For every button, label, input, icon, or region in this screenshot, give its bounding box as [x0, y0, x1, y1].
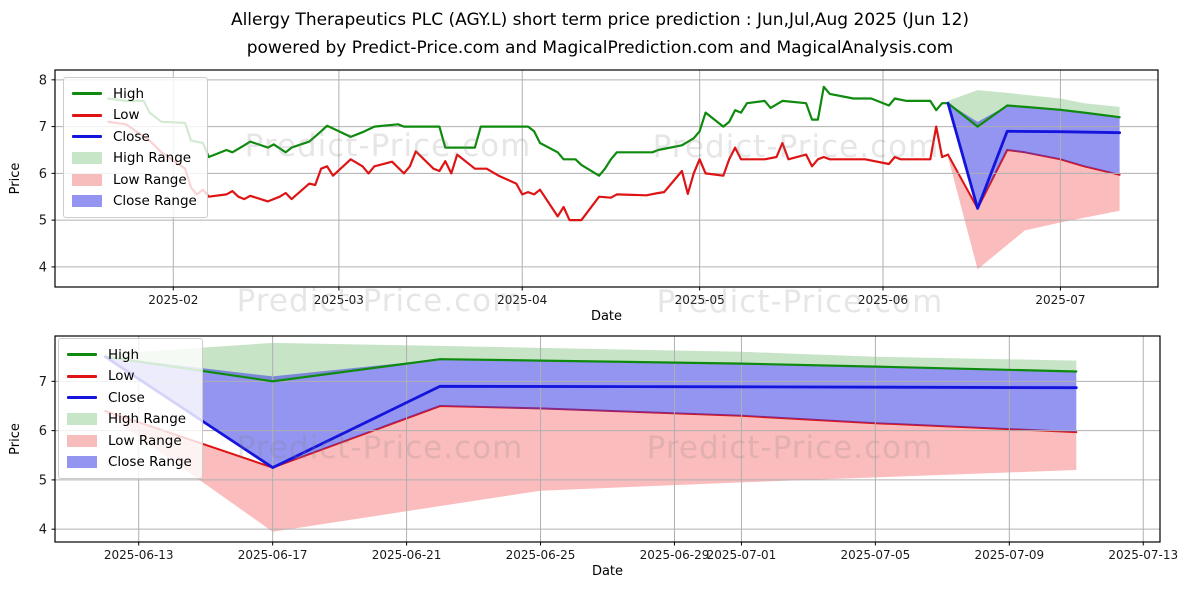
- x-tick-label: 2025-07-01: [707, 548, 777, 562]
- close-range-band: [105, 356, 1077, 468]
- legend-label: Close Range: [108, 454, 192, 471]
- legend-item-high-range: High Range: [72, 148, 197, 170]
- y-tick-label: 5: [39, 214, 47, 229]
- plot-spines: [54, 335, 1161, 543]
- legend-swatch: [72, 173, 102, 186]
- x-tick-label: 2025-06-21: [372, 548, 442, 562]
- low-range-band: [105, 406, 1077, 532]
- x-tick-label: 2025-07: [1035, 293, 1085, 307]
- y-tick-label: 7: [39, 120, 47, 135]
- x-tick-label: 2025-06-25: [506, 548, 576, 562]
- close-range-band: [948, 103, 1120, 209]
- legend-item-close: Close: [72, 126, 197, 148]
- legend-label: Low Range: [108, 432, 182, 449]
- high-range-band: [948, 90, 1120, 127]
- close-prediction-line: [946, 101, 1121, 210]
- legend-label: Close: [108, 389, 145, 406]
- y-tick-label: 5: [39, 473, 47, 488]
- price-history-chart: 2025-02 2025-03 2025-04 2025-05 2025-06 2025-…: [8, 69, 1159, 324]
- legend-label: High Range: [113, 150, 192, 167]
- high-line: [107, 85, 1121, 177]
- legend-label: Low Range: [113, 171, 187, 188]
- y-tick-label: 6: [39, 424, 47, 439]
- y-tick-label: 7: [39, 375, 47, 390]
- legend-swatch: [72, 92, 102, 96]
- legend-label: Low: [113, 107, 140, 124]
- x-tick-label: 2025-07-05: [841, 548, 911, 562]
- prediction-detail-chart-legend: High Low Close High Range Low Range Close Ran…: [58, 338, 203, 479]
- y-tick-label: 8: [39, 73, 47, 88]
- legend-swatch: [67, 374, 97, 378]
- legend-item-low: Low: [67, 366, 192, 388]
- y-tick-label: 6: [39, 167, 47, 182]
- chart-title: Allergy Therapeutics PLC (AGY.L) short t…: [230, 10, 970, 30]
- legend-label: High Range: [108, 411, 187, 428]
- close-prediction-line: [103, 355, 1078, 470]
- legend-item-high: High: [67, 344, 192, 366]
- legend-item-close-range: Close Range: [67, 452, 192, 474]
- chart-subtitle: powered by Predict-Price.com and Magical…: [246, 38, 954, 58]
- legend-label: High: [113, 85, 145, 102]
- y-axis-label: Price: [8, 163, 23, 195]
- legend-swatch: [67, 434, 97, 447]
- x-tick-label: 2025-06-13: [104, 548, 174, 562]
- x-tick-label: 2025-03: [314, 293, 364, 307]
- legend-label: Low: [108, 368, 135, 385]
- x-tick-label: 2025-07-09: [974, 548, 1044, 562]
- legend-swatch: [67, 456, 97, 469]
- high-prediction-line: [104, 355, 1078, 383]
- low-line: [107, 120, 950, 222]
- y-tick-label: 4: [39, 260, 47, 275]
- price-history-chart-legend: High Low Close High Range Low Range Close Ran…: [63, 77, 208, 218]
- low-range-band: [948, 150, 1120, 270]
- x-tick-label: 2025-04: [497, 293, 547, 307]
- plot-spines: [54, 69, 1159, 288]
- legend-item-low-range: Low Range: [72, 169, 197, 191]
- legend-swatch: [67, 413, 97, 426]
- legend-swatch: [67, 353, 97, 357]
- x-axis-label: Date: [591, 309, 622, 324]
- prediction-detail-chart: 2025-06-13 2025-06-17 2025-06-21 2025-06-25…: [8, 335, 1178, 579]
- x-axis-label: Date: [592, 564, 623, 579]
- legend-swatch: [72, 195, 102, 208]
- x-tick-label: 2025-07-13: [1108, 548, 1178, 562]
- high-range-band: [105, 342, 1077, 382]
- y-axis-label: Price: [8, 423, 23, 455]
- legend-label: High: [108, 346, 140, 363]
- legend-swatch: [72, 135, 102, 139]
- legend-item-low-range: Low Range: [67, 430, 192, 452]
- x-tick-label: 2025-06-29: [640, 548, 710, 562]
- legend-label: Close Range: [113, 193, 197, 210]
- legend-item-high: High: [72, 83, 197, 105]
- legend-item-close: Close: [67, 387, 192, 409]
- legend-swatch: [72, 152, 102, 165]
- x-tick-label: 2025-06: [858, 293, 908, 307]
- legend-item-low: Low: [72, 105, 197, 127]
- legend-swatch: [72, 113, 102, 117]
- x-tick-label: 2025-02: [148, 293, 198, 307]
- legend-item-high-range: High Range: [67, 409, 192, 431]
- x-tick-label: 2025-05: [675, 293, 725, 307]
- x-tick-label: 2025-06-17: [238, 548, 308, 562]
- legend-item-close-range: Close Range: [72, 191, 197, 213]
- y-tick-label: 4: [39, 523, 47, 538]
- legend-swatch: [67, 396, 97, 400]
- legend-label: Close: [113, 128, 150, 145]
